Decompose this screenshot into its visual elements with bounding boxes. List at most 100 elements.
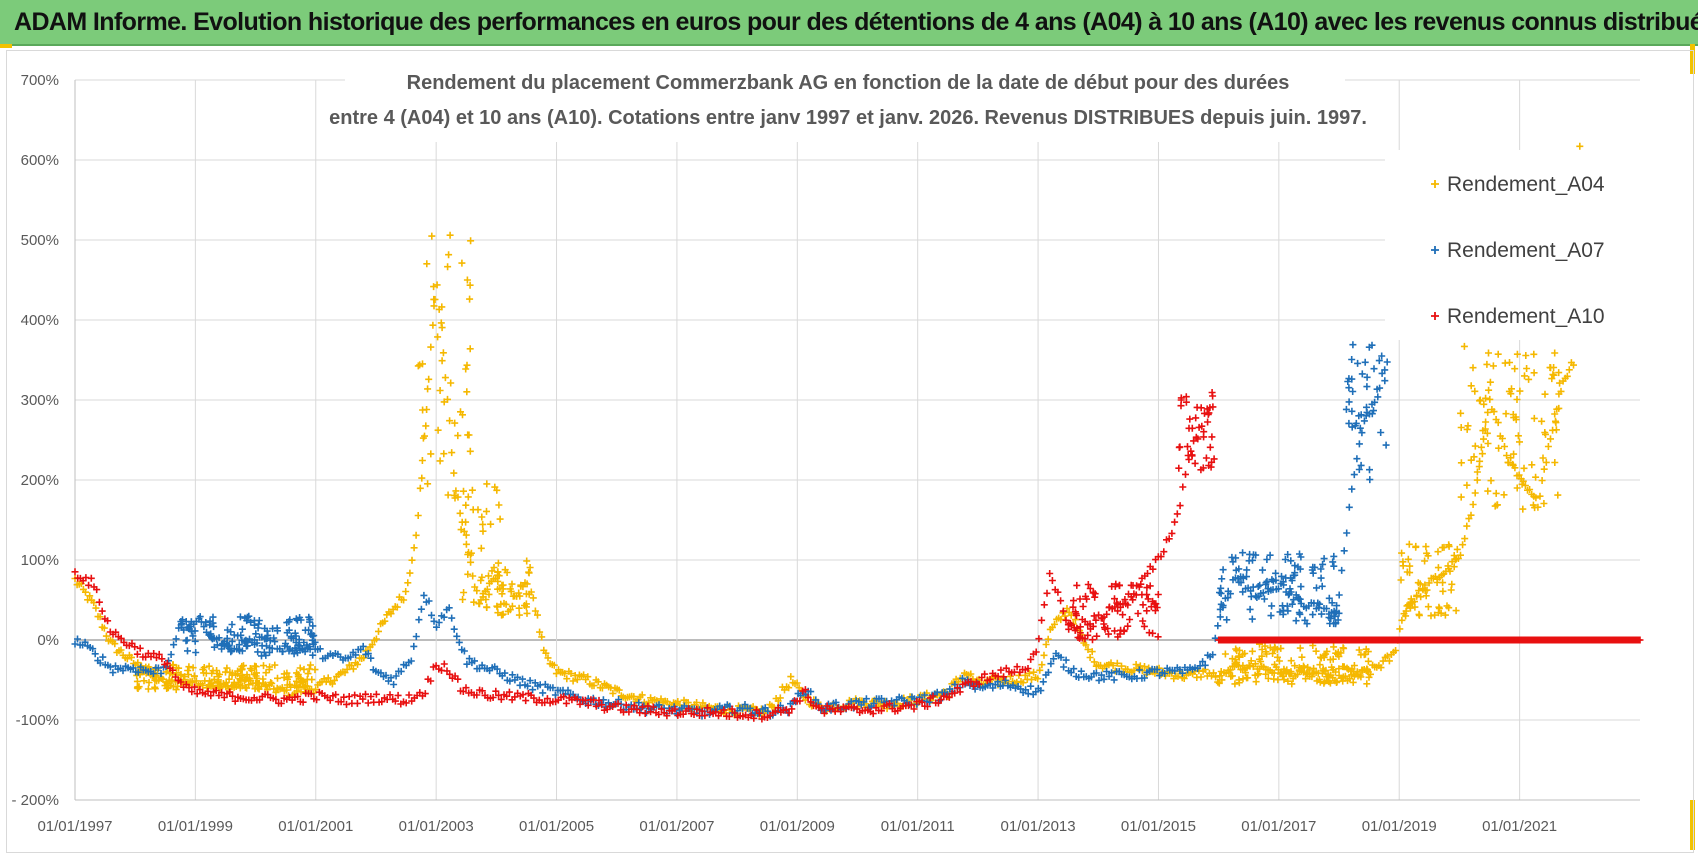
point-rendement-a04 — [563, 675, 571, 683]
point-rendement-a10 — [313, 696, 321, 704]
point-rendement-a07 — [182, 637, 190, 645]
point-rendement-a04 — [447, 379, 455, 387]
point-rendement-a07 — [262, 651, 270, 659]
point-rendement-a04 — [967, 670, 975, 678]
point-rendement-a07 — [1338, 566, 1346, 574]
point-rendement-a07 — [878, 695, 885, 702]
point-rendement-a04 — [1424, 552, 1432, 560]
point-rendement-a10 — [1046, 570, 1054, 577]
point-rendement-a07 — [307, 630, 315, 638]
legend-marker-a10 — [1431, 312, 1439, 320]
point-rendement-a04 — [1461, 535, 1469, 543]
point-rendement-a07 — [274, 627, 281, 635]
point-rendement-a04 — [1036, 666, 1044, 674]
point-rendement-a07 — [1100, 675, 1108, 683]
point-rendement-a04 — [1413, 591, 1421, 599]
point-rendement-a10 — [1066, 619, 1074, 627]
point-rendement-a10 — [378, 698, 386, 706]
point-rendement-a07 — [764, 707, 772, 715]
point-rendement-a04 — [1320, 679, 1328, 687]
point-rendement-a04 — [1541, 429, 1549, 436]
point-rendement-a04 — [168, 676, 176, 684]
point-rendement-a04 — [490, 564, 498, 571]
point-rendement-a04 — [459, 411, 466, 419]
point-rendement-a10 — [1154, 591, 1162, 598]
point-rendement-a04 — [232, 671, 240, 679]
point-rendement-a10 — [440, 660, 448, 668]
point-rendement-a10 — [877, 707, 885, 715]
point-rendement-a07 — [251, 621, 258, 629]
point-rendement-a04 — [225, 675, 233, 683]
point-rendement-a04 — [427, 450, 435, 458]
point-rendement-a04 — [1547, 435, 1554, 443]
point-rendement-a04 — [145, 679, 153, 686]
point-rendement-a07 — [1239, 549, 1247, 557]
point-rendement-a07 — [1319, 560, 1327, 568]
point-rendement-a04 — [1555, 404, 1563, 412]
point-rendement-a07 — [304, 644, 312, 652]
chart-title-line-2: entre 4 (A04) et 10 ans (A10). Cotations… — [329, 107, 1367, 129]
point-rendement-a07 — [294, 641, 302, 649]
point-rendement-a04 — [307, 661, 314, 669]
point-rendement-a04 — [236, 676, 244, 684]
point-rendement-a10 — [1024, 665, 1032, 672]
point-rendement-a04 — [191, 672, 198, 680]
point-rendement-a04 — [1521, 482, 1529, 489]
point-rendement-a04 — [787, 673, 795, 681]
point-rendement-a04 — [185, 663, 193, 671]
point-rendement-a10 — [951, 689, 959, 697]
point-rendement-a07 — [1294, 563, 1302, 571]
point-rendement-a04 — [1329, 666, 1337, 674]
point-rendement-a04 — [1406, 562, 1414, 570]
point-rendement-a07 — [1279, 578, 1287, 586]
point-rendement-a07 — [255, 617, 263, 624]
point-rendement-a10 — [427, 677, 435, 685]
point-rendement-a07 — [1239, 574, 1247, 582]
point-rendement-a10 — [473, 691, 481, 699]
legend-label-a04: Rendement_A04 — [1447, 173, 1605, 196]
point-rendement-a04 — [128, 653, 135, 661]
point-rendement-a10 — [1000, 673, 1008, 681]
point-rendement-a04 — [1434, 548, 1442, 556]
point-rendement-a04 — [1457, 493, 1465, 501]
y-tick-label: -100% — [16, 712, 59, 729]
point-rendement-a10 — [796, 697, 804, 705]
point-rendement-a04 — [466, 295, 474, 303]
point-rendement-a04 — [424, 480, 432, 488]
point-rendement-a04 — [1415, 587, 1423, 595]
point-rendement-a07 — [1256, 581, 1264, 589]
point-rendement-a04 — [238, 666, 246, 674]
point-rendement-a04 — [1405, 540, 1413, 548]
point-rendement-a04 — [312, 686, 320, 694]
point-rendement-a04 — [223, 664, 231, 672]
point-rendement-a10 — [630, 702, 638, 710]
point-rendement-a10 — [351, 691, 359, 699]
point-rendement-a04 — [1457, 459, 1465, 467]
point-rendement-a07 — [508, 671, 516, 679]
point-rendement-a07 — [1366, 466, 1373, 474]
point-rendement-a07 — [149, 670, 157, 678]
point-rendement-a10 — [690, 711, 698, 718]
point-rendement-a10 — [1076, 633, 1084, 641]
point-rendement-a04 — [92, 604, 100, 612]
point-rendement-a04 — [213, 670, 221, 677]
point-rendement-a07 — [1362, 412, 1370, 420]
point-rendement-a10 — [188, 688, 196, 696]
point-rendement-a07 — [435, 619, 443, 626]
point-rendement-a04 — [785, 684, 793, 692]
point-rendement-a07 — [1267, 612, 1275, 620]
point-rendement-a10 — [720, 706, 728, 714]
point-rendement-a10 — [212, 687, 220, 694]
point-rendement-a10 — [1173, 510, 1181, 518]
point-rendement-a10 — [478, 687, 486, 695]
point-rendement-a04 — [1504, 458, 1512, 466]
point-rendement-a07 — [238, 625, 246, 633]
point-rendement-a04 — [594, 678, 602, 686]
point-rendement-a10 — [193, 690, 201, 698]
point-rendement-a07 — [1344, 378, 1352, 385]
point-rendement-a04 — [1495, 444, 1503, 452]
point-rendement-a04 — [1377, 664, 1385, 672]
y-tick-labels: - 200% -100% 0% 100% 200% 300% 400% 500% 600% 700… — [11, 72, 59, 809]
point-rendement-a04 — [463, 388, 471, 396]
point-rendement-a04 — [1312, 647, 1320, 655]
